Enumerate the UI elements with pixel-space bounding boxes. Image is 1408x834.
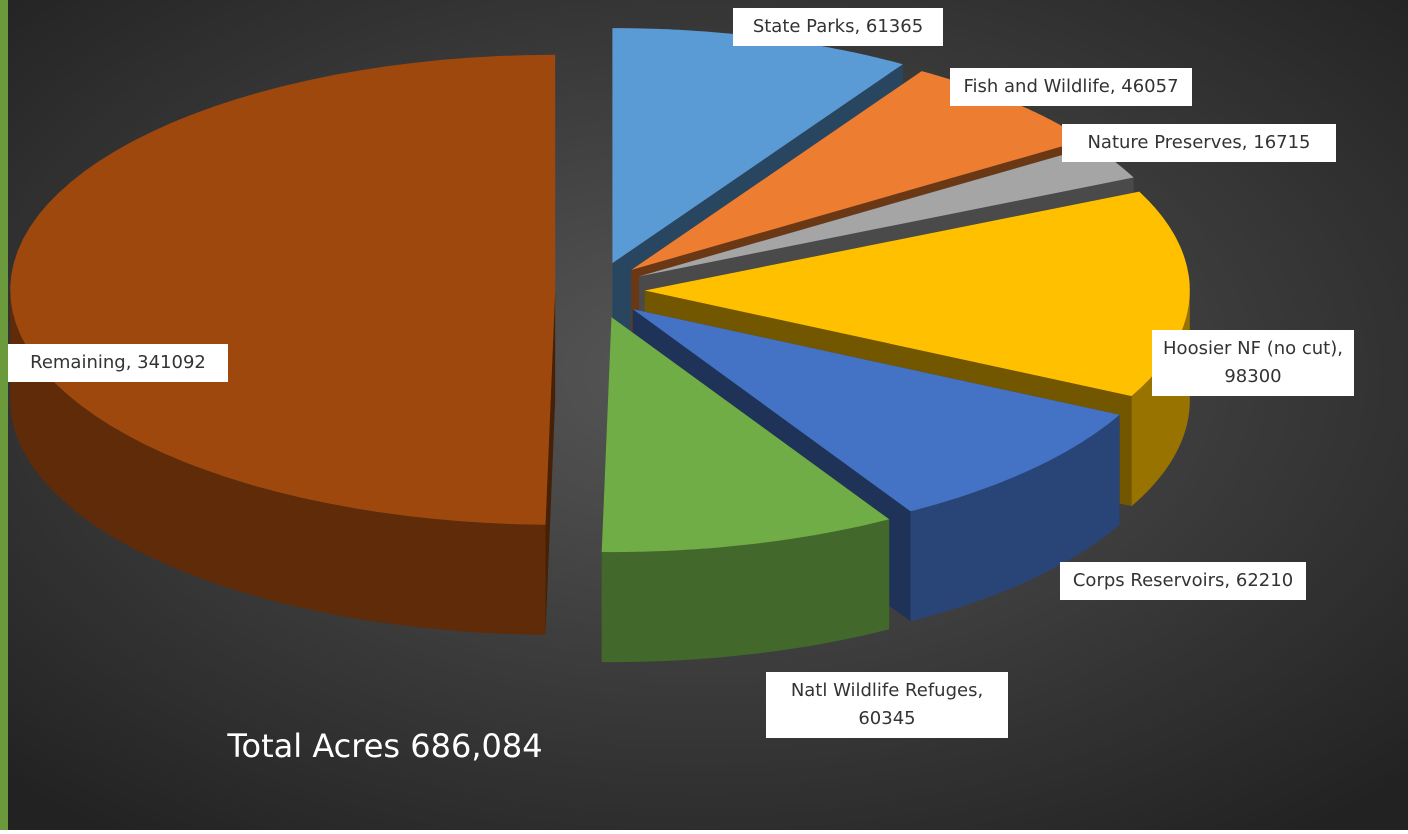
label-box xyxy=(733,8,943,46)
slice-wall xyxy=(601,519,890,663)
label-box xyxy=(1062,124,1336,162)
data-label: Corps Reservoirs, 62210 xyxy=(1073,570,1293,591)
data-label: 98300 xyxy=(1224,366,1281,387)
slice xyxy=(631,71,1085,270)
label-box xyxy=(8,344,228,382)
label-box xyxy=(1060,562,1306,600)
slice xyxy=(10,54,556,525)
data-label: Hoosier NF (no cut), xyxy=(1163,338,1343,359)
slice-side xyxy=(545,289,556,635)
data-label: Natl Wildlife Refuges, xyxy=(791,680,983,701)
slice xyxy=(601,317,890,553)
slice xyxy=(644,191,1190,397)
slice-wall xyxy=(10,289,546,635)
data-label: 60345 xyxy=(858,708,915,729)
slice xyxy=(639,146,1134,277)
slice xyxy=(612,28,903,264)
label-box xyxy=(1152,330,1354,396)
side-strip xyxy=(0,0,8,830)
data-label: Nature Preserves, 16715 xyxy=(1087,132,1310,153)
label-box xyxy=(766,672,1008,738)
data-label: State Parks, 61365 xyxy=(753,16,923,37)
annotation: Total Acres 686,084 xyxy=(226,727,542,765)
data-label: Remaining, 341092 xyxy=(30,352,206,373)
slice xyxy=(632,309,1120,512)
data-label: Fish and Wildlife, 46057 xyxy=(963,76,1178,97)
label-box xyxy=(950,68,1192,106)
slice-wall xyxy=(910,414,1120,622)
